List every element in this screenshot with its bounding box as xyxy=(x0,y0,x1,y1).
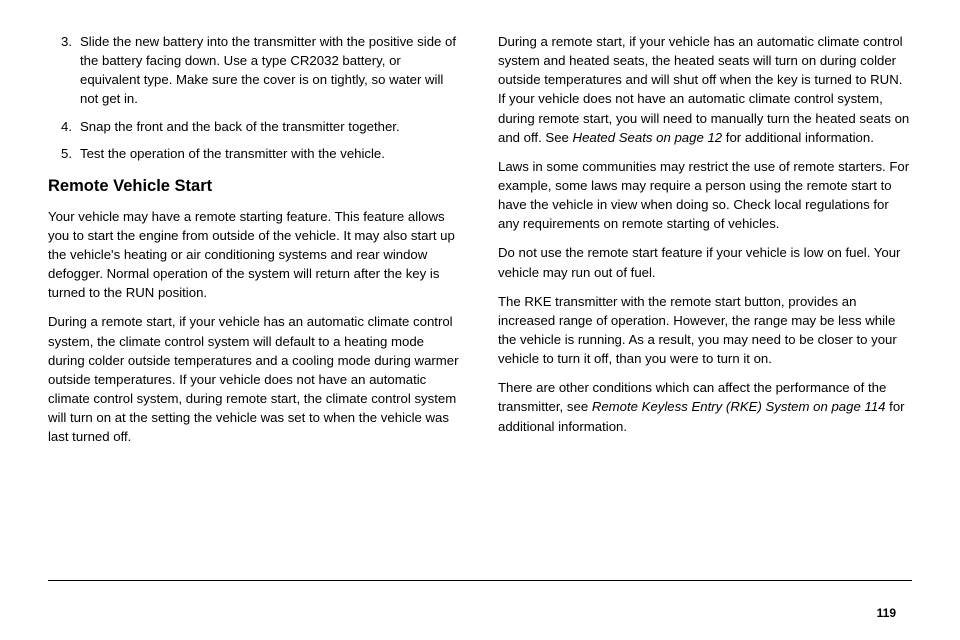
paragraph: The RKE transmitter with the remote star… xyxy=(498,292,912,369)
manual-page: 3. Slide the new battery into the transm… xyxy=(0,0,960,640)
list-item: 5. Test the operation of the transmitter… xyxy=(48,144,462,163)
paragraph: Do not use the remote start feature if y… xyxy=(498,243,912,281)
list-number: 4. xyxy=(48,117,80,136)
footer-divider xyxy=(48,580,912,581)
left-column: 3. Slide the new battery into the transm… xyxy=(48,32,462,572)
page-number: 119 xyxy=(877,606,896,620)
section-heading: Remote Vehicle Start xyxy=(48,175,462,199)
text-run: During a remote start, if your vehicle h… xyxy=(498,34,909,145)
cross-reference: Heated Seats on page 12 xyxy=(573,130,723,145)
list-item: 3. Slide the new battery into the transm… xyxy=(48,32,462,109)
list-item: 4. Snap the front and the back of the tr… xyxy=(48,117,462,136)
watermark-text: carmanualsonline.info xyxy=(800,619,950,636)
list-number: 5. xyxy=(48,144,80,163)
paragraph: There are other conditions which can aff… xyxy=(498,378,912,435)
right-column: During a remote start, if your vehicle h… xyxy=(498,32,912,572)
list-text: Slide the new battery into the transmitt… xyxy=(80,32,462,109)
cross-reference: Remote Keyless Entry (RKE) System on pag… xyxy=(592,399,886,414)
list-text: Test the operation of the transmitter wi… xyxy=(80,144,462,163)
paragraph: During a remote start, if your vehicle h… xyxy=(48,312,462,446)
paragraph: Your vehicle may have a remote starting … xyxy=(48,207,462,303)
list-number: 3. xyxy=(48,32,80,109)
list-text: Snap the front and the back of the trans… xyxy=(80,117,462,136)
paragraph: Laws in some communities may restrict th… xyxy=(498,157,912,234)
text-run: for additional information. xyxy=(722,130,874,145)
two-column-layout: 3. Slide the new battery into the transm… xyxy=(48,32,912,572)
paragraph: During a remote start, if your vehicle h… xyxy=(498,32,912,147)
